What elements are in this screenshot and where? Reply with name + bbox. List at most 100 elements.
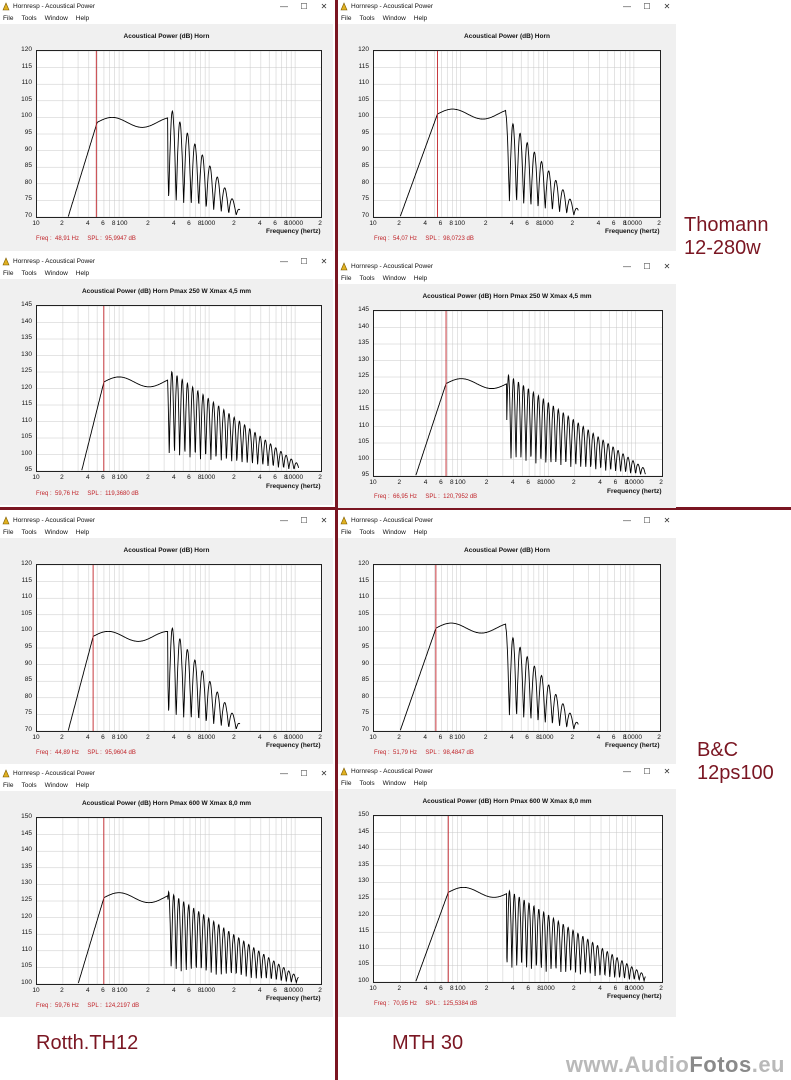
menu-item-window[interactable]: Window <box>382 780 406 787</box>
maximize-button[interactable]: ☐ <box>300 2 308 11</box>
menu-item-help[interactable]: Help <box>413 780 428 787</box>
maximize-button[interactable]: ☐ <box>643 2 651 11</box>
menu-item-tools[interactable]: Tools <box>21 782 37 789</box>
menu-item-help[interactable]: Help <box>75 15 90 22</box>
menu-item-tools[interactable]: Tools <box>21 15 37 22</box>
menu-item-tools[interactable]: Tools <box>21 270 37 277</box>
maximize-button[interactable]: ☐ <box>643 262 651 271</box>
plot-area[interactable] <box>36 817 322 985</box>
window-titlebar[interactable]: Hornresp - Acoustical Power — ☐ ✕ <box>0 514 333 527</box>
menu-item-window[interactable]: Window <box>44 270 68 277</box>
y-tick-label: 70 <box>361 726 369 733</box>
maximize-button[interactable]: ☐ <box>300 516 308 525</box>
x-tick-label: 8 <box>624 479 629 486</box>
menu-item-file[interactable]: File <box>341 529 352 536</box>
menu-item-window[interactable]: Window <box>382 275 406 282</box>
close-button[interactable]: ✕ <box>663 262 671 271</box>
close-button[interactable]: ✕ <box>663 516 671 525</box>
maximize-button[interactable]: ☐ <box>643 516 651 525</box>
close-button[interactable]: ✕ <box>663 767 671 776</box>
maximize-button[interactable]: ☐ <box>643 767 651 776</box>
response-curve <box>67 109 241 217</box>
window-titlebar[interactable]: Hornresp - Acoustical Power — ☐ ✕ <box>0 255 333 268</box>
menu-item-tools[interactable]: Tools <box>359 780 375 787</box>
hornresp-app-icon <box>340 2 348 11</box>
minimize-button[interactable]: — <box>623 516 631 525</box>
minimize-button[interactable]: — <box>280 769 288 778</box>
menu-item-window[interactable]: Window <box>44 782 68 789</box>
minimize-button[interactable]: — <box>623 262 631 271</box>
menu-item-tools[interactable]: Tools <box>359 529 375 536</box>
x-tick-label: 4 <box>510 479 515 486</box>
watermark: www.AudioFotos.eu <box>566 1052 785 1078</box>
x-tick-label: 100 <box>116 734 128 741</box>
chart-svg <box>37 817 321 985</box>
y-tick-label: 80 <box>24 692 32 700</box>
minimize-button[interactable]: — <box>623 2 631 11</box>
menu-item-file[interactable]: File <box>341 15 352 22</box>
y-tick-label: 110 <box>21 79 32 87</box>
plot-area[interactable] <box>36 305 322 472</box>
hornresp-app-icon <box>2 257 10 266</box>
plot-area[interactable] <box>36 50 322 218</box>
menu-item-help[interactable]: Help <box>75 270 90 277</box>
y-tick-label: 100 <box>358 454 369 462</box>
x-tick-label: 8 <box>624 985 629 992</box>
window-titlebar[interactable]: Hornresp - Acoustical Power — ☐ ✕ <box>338 0 676 13</box>
cursor-readout: Freq : 51,79 Hz SPL : 98,4847 dB <box>374 750 474 756</box>
x-tick-label: 8 <box>283 474 288 481</box>
plot-area[interactable] <box>373 50 661 218</box>
menu-item-file[interactable]: File <box>341 275 352 282</box>
menu-item-file[interactable]: File <box>3 782 14 789</box>
menu-item-file[interactable]: File <box>341 780 352 787</box>
window-titlebar[interactable]: Hornresp - Acoustical Power — ☐ ✕ <box>0 767 333 780</box>
menu-item-help[interactable]: Help <box>413 529 428 536</box>
close-button[interactable]: ✕ <box>320 516 328 525</box>
x-axis-label: Frequency (hertz) <box>605 228 660 235</box>
window-titlebar[interactable]: Hornresp - Acoustical Power — ☐ ✕ <box>0 0 333 13</box>
close-button[interactable]: ✕ <box>320 257 328 266</box>
menu-item-tools[interactable]: Tools <box>359 15 375 22</box>
cursor-readout: Freq : 44,89 Hz SPL : 95,9604 dB <box>36 750 136 756</box>
menu-item-help[interactable]: Help <box>75 782 90 789</box>
window-titlebar[interactable]: Hornresp - Acoustical Power — ☐ ✕ <box>338 260 676 273</box>
minimize-button[interactable]: — <box>280 257 288 266</box>
y-tick-label: 75 <box>361 195 369 203</box>
plot-area[interactable] <box>36 564 322 732</box>
x-tick-label: 8 <box>622 734 627 741</box>
x-tick-label: 2 <box>146 474 150 481</box>
plot-area[interactable] <box>373 564 661 732</box>
menu-item-help[interactable]: Help <box>75 529 90 536</box>
menu-item-window[interactable]: Window <box>382 529 406 536</box>
x-tick-label: 8 <box>283 987 288 994</box>
menu-item-tools[interactable]: Tools <box>21 529 37 536</box>
x-tick-label: 2 <box>484 985 489 992</box>
menu-item-window[interactable]: Window <box>44 15 68 22</box>
menu-item-window[interactable]: Window <box>44 529 68 536</box>
minimize-button[interactable]: — <box>280 2 288 11</box>
close-button[interactable]: ✕ <box>663 2 671 11</box>
x-tick-label: 100 <box>454 985 466 992</box>
x-tick-label: 100 <box>454 479 466 486</box>
window-titlebar[interactable]: Hornresp - Acoustical Power — ☐ ✕ <box>338 514 676 527</box>
menu-item-tools[interactable]: Tools <box>359 275 375 282</box>
plot-area[interactable] <box>373 310 663 477</box>
x-tick-label: 6 <box>273 987 277 994</box>
close-button[interactable]: ✕ <box>320 769 328 778</box>
menu-item-window[interactable]: Window <box>382 15 406 22</box>
menu-bar: File Tools Window Help <box>0 527 333 538</box>
minimize-button[interactable]: — <box>280 516 288 525</box>
maximize-button[interactable]: ☐ <box>300 769 308 778</box>
menu-item-file[interactable]: File <box>3 15 14 22</box>
menu-item-file[interactable]: File <box>3 529 14 536</box>
minimize-button[interactable]: — <box>623 767 631 776</box>
maximize-button[interactable]: ☐ <box>300 257 308 266</box>
menu-item-help[interactable]: Help <box>413 275 428 282</box>
y-tick-label: 90 <box>24 659 32 667</box>
menu-item-help[interactable]: Help <box>413 15 428 22</box>
close-button[interactable]: ✕ <box>320 2 328 11</box>
y-tick-label: 100 <box>21 979 32 986</box>
window-titlebar[interactable]: Hornresp - Acoustical Power — ☐ ✕ <box>338 765 676 778</box>
plot-area[interactable] <box>373 815 663 983</box>
menu-item-file[interactable]: File <box>3 270 14 277</box>
